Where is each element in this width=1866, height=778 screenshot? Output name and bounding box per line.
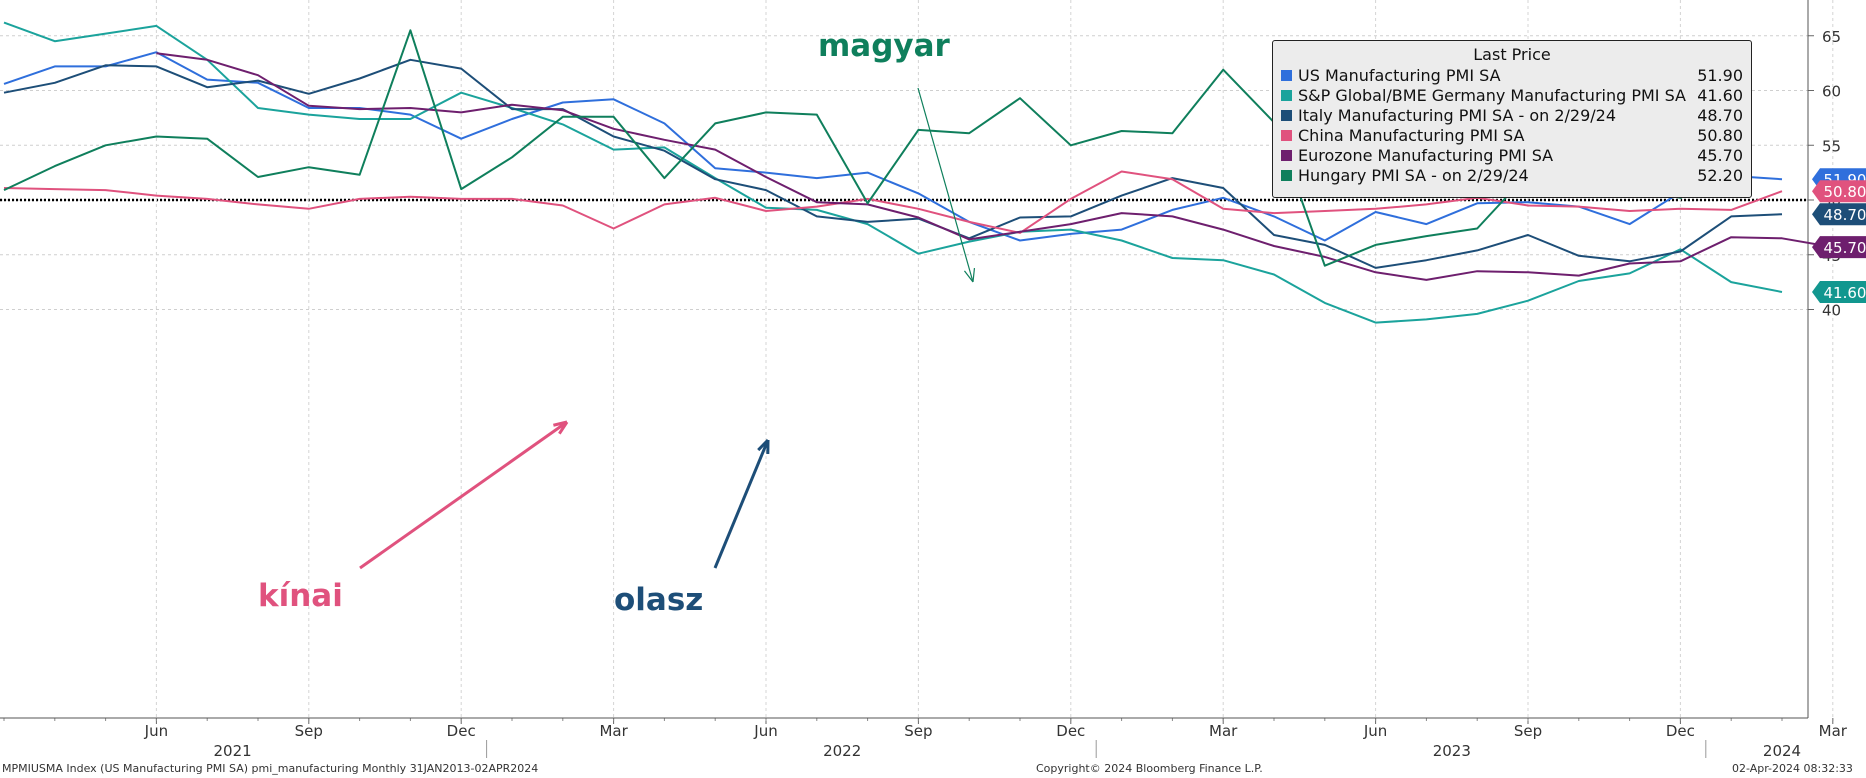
series-line-3 [3,170,1783,234]
x-tick-label: Mar [1819,722,1848,740]
footer-timestamp: 02-Apr-2024 08:32:33 [1732,762,1853,775]
x-tick-label: Mar [1209,722,1238,740]
footer-copyright: Copyright© 2024 Bloomberg Finance L.P. [1036,762,1263,775]
x-tick-label: Dec [447,722,476,740]
legend: Last Price US Manufacturing PMI SA 51.90 S… [1272,40,1752,198]
annotation-magyar: magyar [818,28,950,64]
y-tick-label: 40 [1822,302,1841,320]
chart-series [3,21,1833,324]
legend-last-value: 41.60 [1697,85,1743,105]
last-value-text-1: 41.60 [1824,284,1866,302]
arrow-kinai [359,420,568,570]
legend-last-value: 48.70 [1697,105,1743,125]
annotation-olasz: olasz [614,582,704,618]
last-value-tag-4 [1812,236,1866,259]
legend-item: Hungary PMI SA - on 2/29/24 52.20 [1281,165,1743,185]
legend-last-value: 51.90 [1697,65,1743,85]
last-value-tag-2 [1812,203,1866,226]
x-tick-label: Sep [904,722,932,740]
legend-series-name: US Manufacturing PMI SA [1298,65,1501,85]
x-tick-label: Sep [1514,722,1542,740]
x-tick-label: Sep [295,722,323,740]
legend-rows: US Manufacturing PMI SA 51.90 S&P Global/B… [1281,65,1743,185]
footer-source: MPMIUSMA Index (US Manufacturing PMI SA)… [2,762,539,775]
arrow-olasz [713,439,770,569]
legend-swatch [1281,89,1292,101]
last-value-tag-1 [1812,280,1866,303]
y-tick-label: 55 [1822,137,1841,155]
legend-item: Italy Manufacturing PMI SA - on 2/29/24 4… [1281,105,1743,125]
last-value-tag-3 [1812,180,1866,203]
x-tick-label: Mar [599,722,628,740]
legend-title: Last Price [1473,45,1551,64]
x-tick-label: Jun [753,722,777,740]
legend-item: China Manufacturing PMI SA 50.80 [1281,125,1743,145]
x-tick-label: Jun [144,722,168,740]
year-label: 2022 [823,742,861,760]
last-value-text-3: 50.80 [1824,183,1866,201]
arrow-magyar [917,87,974,283]
annotation-kinai: kínai [258,578,343,614]
x-tick-label: Dec [1056,722,1085,740]
arrow-olasz-head [757,438,770,455]
series-line-2 [3,58,1783,269]
legend-series-name: Italy Manufacturing PMI SA - on 2/29/24 [1298,105,1617,125]
legend-swatch [1281,109,1292,121]
series-line-0 [3,51,1783,242]
series-line-1 [3,21,1783,324]
legend-item: S&P Global/BME Germany Manufacturing PMI… [1281,85,1743,105]
series-line-5 [3,29,1732,267]
arrow-kinai-head [553,420,569,435]
y-tick-label: 60 [1822,83,1841,101]
year-label: 2023 [1433,742,1471,760]
legend-series-name: S&P Global/BME Germany Manufacturing PMI… [1298,85,1686,105]
legend-last-value: 52.20 [1697,165,1743,185]
legend-series-name: Hungary PMI SA - on 2/29/24 [1298,165,1529,185]
x-tick-label: Jun [1363,722,1387,740]
y-tick-label: 65 [1822,28,1841,46]
legend-item: Eurozone Manufacturing PMI SA 45.70 [1281,145,1743,165]
x-tick-label: Dec [1666,722,1695,740]
legend-swatch [1281,149,1292,161]
legend-swatch [1281,169,1292,181]
legend-last-value: 50.80 [1697,125,1743,145]
year-label: 2021 [214,742,252,760]
legend-last-value: 45.70 [1697,145,1743,165]
annotation-arrows [359,87,976,570]
last-value-text-2: 48.70 [1824,206,1866,224]
legend-swatch [1281,69,1292,81]
legend-item: US Manufacturing PMI SA 51.90 [1281,65,1743,85]
legend-series-name: Eurozone Manufacturing PMI SA [1298,145,1554,165]
legend-swatch [1281,129,1292,141]
arrow-magyar-head [963,268,976,283]
legend-series-name: China Manufacturing PMI SA [1298,125,1525,145]
last-value-text-4: 45.70 [1824,239,1866,257]
year-label: 2024 [1763,742,1801,760]
